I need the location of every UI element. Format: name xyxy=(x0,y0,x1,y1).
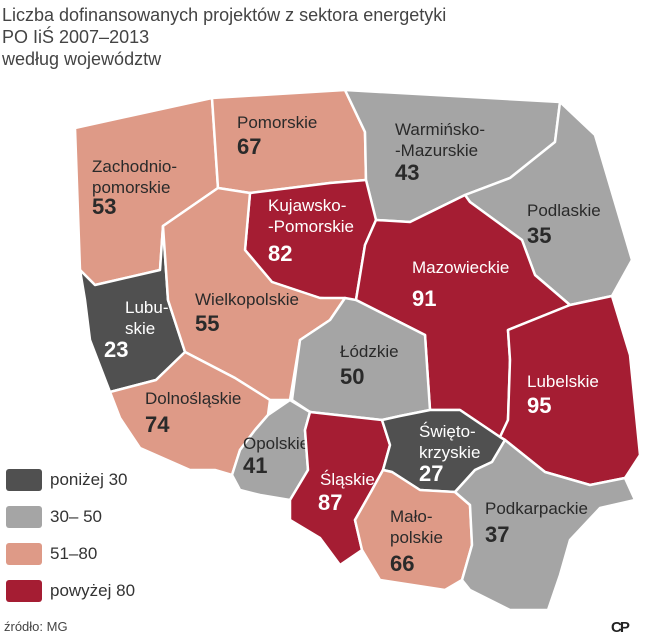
legend-label: 51–80 xyxy=(50,544,98,563)
region-name-malopolskie: polskie xyxy=(390,528,443,547)
region-name-dolnoslaskie: Dolnośląskie xyxy=(145,389,241,408)
region-value-swietokrzyskie: 27 xyxy=(419,461,443,486)
legend-item: poniżej 30 xyxy=(6,466,135,494)
region-value-lubuskie: 23 xyxy=(104,337,128,362)
title-line-3: według województw xyxy=(2,49,162,69)
region-name-kujawsko-pomorskie: Kujawsko- xyxy=(268,196,346,215)
legend-swatch xyxy=(6,469,42,491)
legend: poniżej 30 30– 50 51–80 powyżej 80 xyxy=(6,466,135,614)
region-value-malopolskie: 66 xyxy=(390,551,414,576)
region-name-slaskie: Śląskie xyxy=(320,470,375,489)
region-name-lubuskie: skie xyxy=(125,319,155,338)
region-value-pomorskie: 67 xyxy=(237,134,261,159)
legend-label: 30– 50 xyxy=(50,507,102,526)
legend-label: powyżej 80 xyxy=(50,581,136,600)
region-name-swietokrzyskie: Święto- xyxy=(419,422,476,441)
region-value-zachodniopomorskie: 53 xyxy=(92,194,116,219)
region-podkarpackie: Podkarpackie 37 xyxy=(453,438,637,612)
region-name-mazowieckie: Mazowieckie xyxy=(412,258,509,277)
region-name-kujawsko-pomorskie: -Pomorskie xyxy=(268,217,354,236)
region-name-lubelskie: Lubelskie xyxy=(527,372,599,391)
region-name-podlaskie: Podlaskie xyxy=(527,201,601,220)
source-note: źródło: MG xyxy=(4,619,68,634)
legend-item: powyżej 80 xyxy=(6,577,135,605)
region-shape-opolskie xyxy=(230,398,312,502)
publisher-logo: CP xyxy=(611,619,630,636)
region-name-warminsko-mazurskie: -Mazurskie xyxy=(395,141,478,160)
region-name-swietokrzyskie: krzyskie xyxy=(419,443,480,462)
region-name-zachodniopomorskie: pomorskie xyxy=(92,178,170,197)
region-name-opolskie: Opolskie xyxy=(243,434,309,453)
region-pomorskie: Pomorskie 67 xyxy=(210,88,368,195)
region-value-warminsko-mazurskie: 43 xyxy=(395,160,419,185)
region-value-podkarpackie: 37 xyxy=(485,522,509,547)
legend-item: 30– 50 xyxy=(6,503,135,531)
region-value-wielkopolskie: 55 xyxy=(195,311,219,336)
legend-swatch xyxy=(6,580,42,602)
region-lubelskie: Lubelskie 95 xyxy=(498,294,642,487)
legend-item: 51–80 xyxy=(6,540,135,568)
region-value-dolnoslaskie: 74 xyxy=(145,412,170,437)
region-name-wielkopolskie: Wielkopolskie xyxy=(195,290,299,309)
region-name-lodzkie: Łódzkie xyxy=(340,342,399,361)
region-value-slaskie: 87 xyxy=(318,490,342,515)
region-value-mazowieckie: 91 xyxy=(412,286,436,311)
region-name-warminsko-mazurskie: Warmińsko- xyxy=(395,120,485,139)
region-value-podlaskie: 35 xyxy=(527,223,551,248)
legend-label: poniżej 30 xyxy=(50,470,128,489)
region-value-opolskie: 41 xyxy=(243,453,267,478)
region-lodzkie: Łódzkie 50 xyxy=(290,296,432,422)
region-shape-podkarpackie xyxy=(453,438,637,612)
region-value-lubelskie: 95 xyxy=(527,393,551,418)
region-value-kujawsko-pomorskie: 82 xyxy=(268,241,292,266)
region-name-pomorskie: Pomorskie xyxy=(237,113,317,132)
region-name-podkarpackie: Podkarpackie xyxy=(485,499,588,518)
region-shape-pomorskie xyxy=(210,88,368,195)
region-value-lodzkie: 50 xyxy=(340,364,364,389)
title-line-1: Liczba dofinansowanych projektów z sekto… xyxy=(2,5,447,25)
region-name-malopolskie: Mało- xyxy=(390,507,433,526)
legend-swatch xyxy=(6,543,42,565)
map-title: Liczba dofinansowanych projektów z sekto… xyxy=(2,4,446,70)
region-name-lubuskie: Lubu- xyxy=(125,298,168,317)
region-name-zachodniopomorskie: Zachodnio- xyxy=(92,157,177,176)
title-line-2: PO IiŚ 2007–2013 xyxy=(2,27,150,47)
region-malopolskie: Mało-polskie 66 xyxy=(353,468,474,592)
legend-swatch xyxy=(6,506,42,528)
